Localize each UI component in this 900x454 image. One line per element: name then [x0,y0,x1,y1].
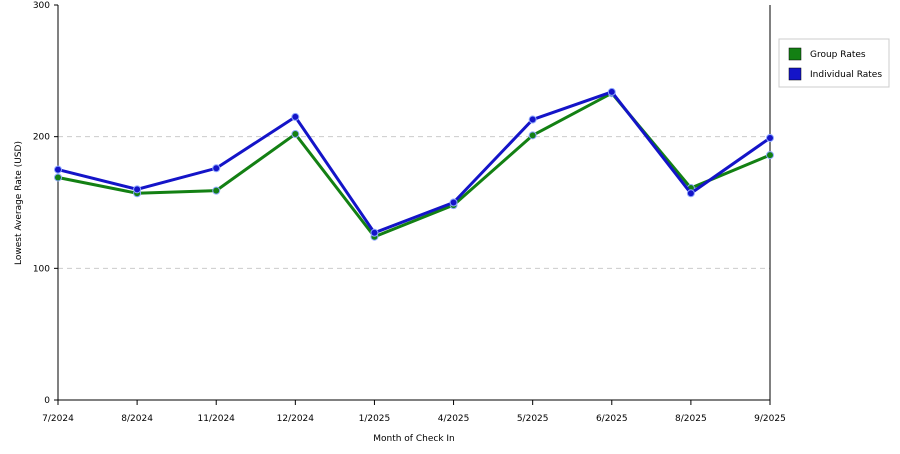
point [528,115,537,124]
point [766,133,774,142]
point [54,173,62,182]
y-tick-label: 0 [44,396,50,406]
x-tick-label: 4/2025 [438,414,470,424]
x-tick-label: 12/2024 [277,414,315,424]
x-tick-label: 8/2025 [675,414,707,424]
x-tick-label: 5/2025 [517,414,549,424]
point [212,164,221,173]
x-tick-label: 8/2024 [121,414,153,424]
point [607,87,616,96]
series-line [57,91,771,239]
point [686,189,695,198]
x-axis-label: Month of Check In [373,434,455,444]
point [370,228,379,237]
y-axis-label: Lowest Average Rate (USD) [14,141,24,265]
legend-label: Individual Rates [810,70,882,80]
x-tick-label: 11/2024 [198,414,236,424]
point [54,165,62,174]
legend-swatch [788,47,802,61]
legend-label: Group Rates [810,50,866,60]
y-tick-label: 100 [33,264,50,274]
legend-swatch [788,67,802,81]
y-tick-label: 200 [33,133,50,143]
series-line [57,90,771,235]
point [291,130,300,139]
x-tick-label: 9/2025 [754,414,786,424]
y-tick-label: 300 [33,1,50,11]
point [449,198,458,207]
point [528,131,537,140]
x-tick-label: 1/2025 [359,414,391,424]
point [766,151,774,160]
point [291,112,300,121]
point [133,185,142,194]
x-tick-label: 6/2025 [596,414,628,424]
x-tick-label: 7/2024 [42,414,74,424]
point [212,186,221,195]
